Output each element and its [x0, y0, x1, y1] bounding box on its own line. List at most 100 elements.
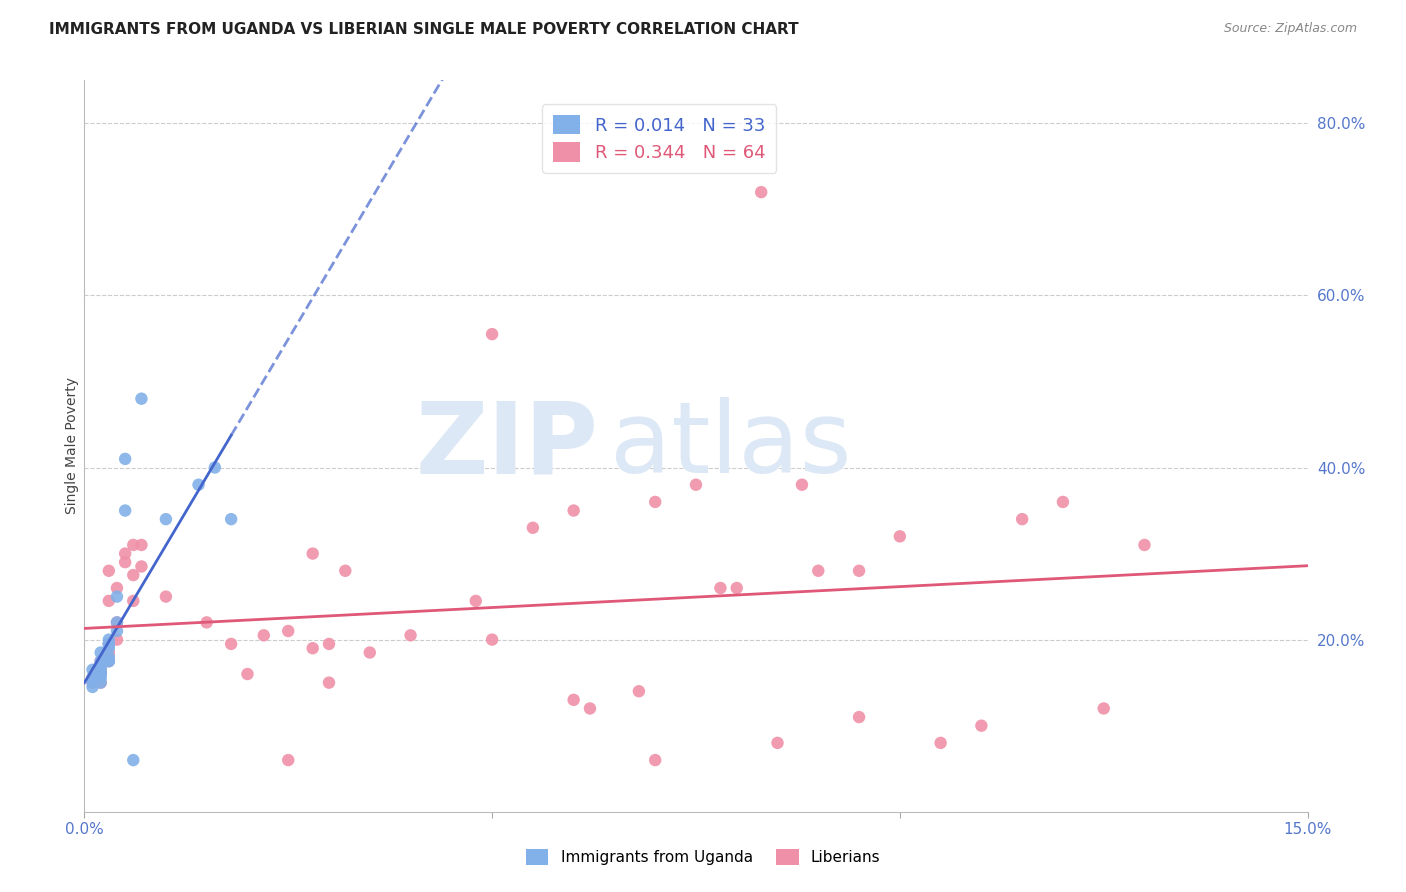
Point — [114, 451, 136, 466]
Point — [399, 628, 422, 642]
Point — [122, 753, 145, 767]
Point — [82, 671, 104, 685]
Point — [709, 581, 731, 595]
Point — [848, 564, 870, 578]
Point — [97, 654, 120, 668]
Point — [97, 637, 120, 651]
Point — [90, 667, 112, 681]
Point — [766, 736, 789, 750]
Point — [277, 624, 299, 638]
Point — [318, 637, 340, 651]
Point — [131, 392, 153, 406]
Point — [82, 675, 104, 690]
Point — [131, 559, 153, 574]
Point — [889, 529, 911, 543]
Point — [522, 521, 544, 535]
Point — [725, 581, 748, 595]
Point — [97, 594, 120, 608]
Point — [90, 646, 112, 660]
Point — [90, 658, 112, 673]
Text: ZIP: ZIP — [415, 398, 598, 494]
Point — [97, 632, 120, 647]
Point — [359, 646, 381, 660]
Point — [122, 538, 145, 552]
Point — [562, 503, 585, 517]
Point — [105, 590, 128, 604]
Point — [90, 667, 112, 681]
Point — [90, 663, 112, 677]
Point — [105, 615, 128, 630]
Point — [219, 512, 242, 526]
Point — [114, 555, 136, 569]
Point — [82, 671, 104, 685]
Point — [97, 649, 120, 664]
Point — [155, 512, 177, 526]
Legend: R = 0.014   N = 33, R = 0.344   N = 64: R = 0.014 N = 33, R = 0.344 N = 64 — [543, 104, 776, 173]
Point — [685, 477, 707, 491]
Point — [122, 594, 145, 608]
Point — [90, 675, 112, 690]
Point — [562, 693, 585, 707]
Point — [627, 684, 650, 698]
Point — [122, 568, 145, 582]
Point — [644, 495, 666, 509]
Point — [848, 710, 870, 724]
Point — [187, 477, 209, 491]
Point — [97, 641, 120, 656]
Point — [481, 632, 503, 647]
Point — [464, 594, 486, 608]
Point — [90, 654, 112, 668]
Point — [90, 663, 112, 677]
Point — [644, 753, 666, 767]
Text: atlas: atlas — [610, 398, 852, 494]
Point — [929, 736, 952, 750]
Point — [790, 477, 813, 491]
Point — [97, 646, 120, 660]
Point — [97, 654, 120, 668]
Point — [277, 753, 299, 767]
Point — [1092, 701, 1115, 715]
Point — [90, 663, 112, 677]
Point — [1052, 495, 1074, 509]
Point — [105, 632, 128, 647]
Text: Source: ZipAtlas.com: Source: ZipAtlas.com — [1223, 22, 1357, 36]
Point — [114, 547, 136, 561]
Point — [318, 675, 340, 690]
Point — [749, 185, 772, 199]
Point — [97, 564, 120, 578]
Point — [97, 654, 120, 668]
Point — [105, 624, 128, 638]
Point — [82, 680, 104, 694]
Point — [301, 641, 323, 656]
Point — [131, 538, 153, 552]
Point — [481, 327, 503, 342]
Point — [195, 615, 218, 630]
Point — [90, 667, 112, 681]
Point — [155, 590, 177, 604]
Point — [105, 615, 128, 630]
Text: IMMIGRANTS FROM UGANDA VS LIBERIAN SINGLE MALE POVERTY CORRELATION CHART: IMMIGRANTS FROM UGANDA VS LIBERIAN SINGL… — [49, 22, 799, 37]
Point — [236, 667, 259, 681]
Point — [97, 649, 120, 664]
Point — [807, 564, 830, 578]
Point — [970, 719, 993, 733]
Point — [82, 663, 104, 677]
Point — [97, 637, 120, 651]
Point — [82, 671, 104, 685]
Y-axis label: Single Male Poverty: Single Male Poverty — [65, 377, 79, 515]
Point — [1011, 512, 1033, 526]
Point — [105, 581, 128, 595]
Point — [90, 667, 112, 681]
Point — [114, 503, 136, 517]
Point — [90, 654, 112, 668]
Point — [97, 637, 120, 651]
Point — [335, 564, 357, 578]
Point — [579, 701, 602, 715]
Point — [82, 675, 104, 690]
Point — [90, 667, 112, 681]
Point — [301, 547, 323, 561]
Point — [82, 671, 104, 685]
Point — [90, 671, 112, 685]
Legend: Immigrants from Uganda, Liberians: Immigrants from Uganda, Liberians — [519, 843, 887, 871]
Point — [204, 460, 226, 475]
